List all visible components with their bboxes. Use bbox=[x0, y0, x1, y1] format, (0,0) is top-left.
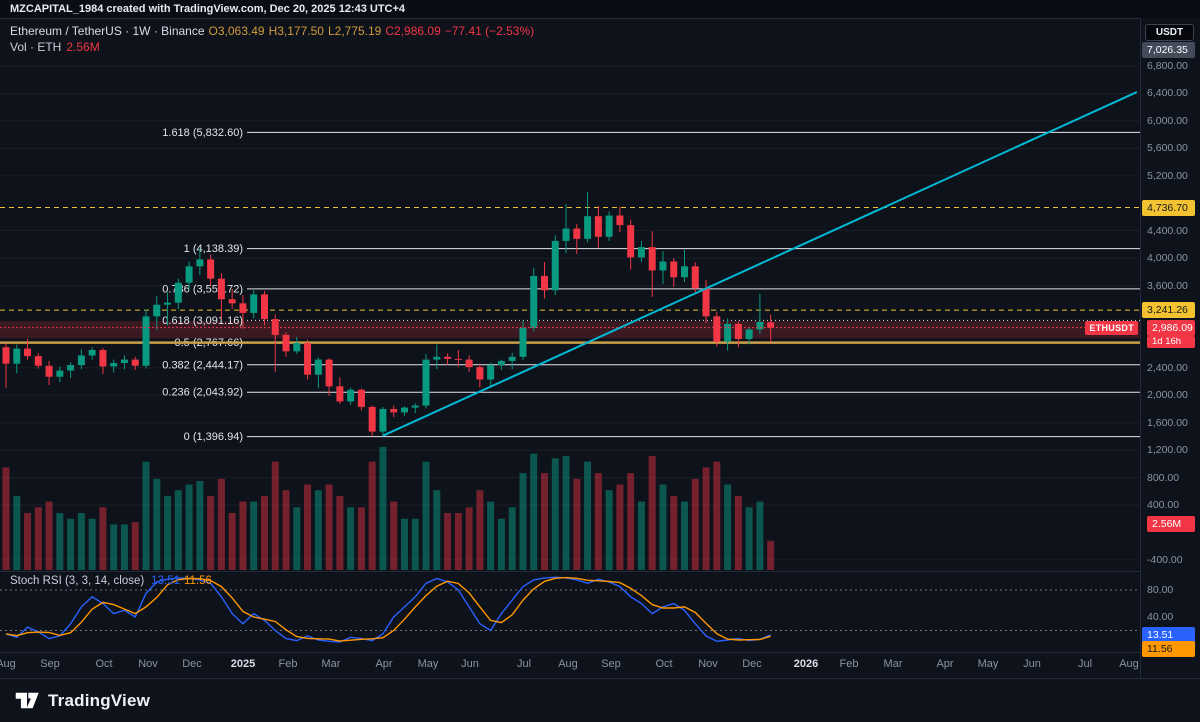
scale-tick: 6,800.00 bbox=[1147, 60, 1188, 72]
stoch-k-line[interactable] bbox=[5, 576, 771, 643]
scale-tick: 5,200.00 bbox=[1147, 169, 1188, 182]
last-price-badge: 2,986.09 bbox=[1147, 319, 1195, 336]
stoch-rsi-pane bbox=[0, 576, 1140, 643]
tradingview-wordmark: TradingView bbox=[48, 690, 151, 710]
time-label-month: Aug bbox=[0, 658, 16, 670]
currency-toggle-button[interactable]: USDT bbox=[1145, 24, 1194, 41]
stoch-rsi-title[interactable]: Stoch RSI (3, 3, 14, close) bbox=[10, 575, 145, 587]
time-label-year: 2025 bbox=[230, 658, 256, 670]
pane-borders bbox=[0, 18, 1200, 678]
scale-tick: 2,000.00 bbox=[1147, 389, 1188, 402]
price-line-badge: 7,026.35 bbox=[1142, 42, 1195, 59]
alert-badge-lower: 3,241.26 bbox=[1142, 302, 1195, 319]
stoch-d-value: 11.56 bbox=[184, 575, 212, 587]
price-grid bbox=[0, 65, 1140, 561]
fib-level-label: 0.382 (2,444.17) bbox=[162, 359, 243, 371]
volume-label: Vol · ETH bbox=[10, 40, 62, 54]
ohlc-close: C2,986.09 bbox=[385, 24, 441, 38]
bar-countdown-badge: 1d 16h bbox=[1147, 335, 1195, 348]
stoch-k-value: 13.51 bbox=[151, 575, 181, 587]
time-label-month: Feb bbox=[278, 658, 298, 670]
time-label-month: Jun bbox=[1023, 658, 1041, 670]
time-label-month: Mar bbox=[883, 658, 903, 670]
time-label-month: Oct bbox=[95, 658, 113, 670]
time-label-year: 2026 bbox=[793, 658, 819, 670]
attribution-bar: MZCAPITAL_1984 created with TradingView.… bbox=[0, 0, 1200, 18]
time-scale[interactable]: Aug Sep Oct Nov Dec 2025 Feb Mar Apr May Jun Jul Aug… bbox=[0, 652, 1140, 678]
time-label-month: Feb bbox=[839, 658, 859, 670]
time-label-month: Jun bbox=[461, 658, 479, 670]
price-line-symbol-tag: ETHUSDT bbox=[1085, 321, 1138, 335]
scale-tick: 4,400.00 bbox=[1147, 224, 1188, 237]
fib-level-label: 0.236 (2,043.92) bbox=[162, 387, 243, 399]
price-scale[interactable]: USDT 6,800.00 6,400.00 6,000.00 5,600.00 5,2… bbox=[1141, 0, 1200, 678]
time-label-month: Aug bbox=[558, 658, 578, 670]
scale-tick: -400.00 bbox=[1147, 553, 1183, 566]
tradingview-logo[interactable]: TradingView bbox=[14, 690, 150, 711]
time-label-month: Dec bbox=[742, 658, 762, 670]
ohlc-open: O3,063.49 bbox=[208, 24, 265, 38]
scale-tick: 3,600.00 bbox=[1147, 279, 1188, 292]
scale-tick: 1,200.00 bbox=[1147, 444, 1188, 457]
scale-tick: 5,600.00 bbox=[1147, 142, 1188, 155]
scale-tick: 80.00 bbox=[1147, 584, 1174, 596]
volume-badge: 2.56M bbox=[1147, 516, 1195, 532]
bottom-toolbar: TradingView bbox=[0, 678, 1200, 722]
attribution-text: MZCAPITAL_1984 created with TradingView.… bbox=[10, 3, 406, 15]
time-label-month: Nov bbox=[698, 658, 718, 670]
yellow-alert-lines[interactable] bbox=[0, 207, 1140, 311]
symbol-legend: Ethereum / TetherUS · 1W · Binance O3,063… bbox=[10, 24, 538, 38]
volume-legend: Vol · ETH 2.56M bbox=[10, 40, 100, 54]
time-label-month: Oct bbox=[655, 658, 673, 670]
ohlc-change: −77.41 (−2.53%) bbox=[444, 24, 535, 38]
volume-value: 2.56M bbox=[66, 40, 100, 54]
stoch-d-line[interactable] bbox=[5, 576, 771, 642]
scale-tick: 2,400.00 bbox=[1147, 361, 1188, 374]
ohlc-low: L2,775.19 bbox=[327, 24, 382, 38]
symbol-title[interactable]: Ethereum / TetherUS · 1W · Binance bbox=[10, 24, 205, 38]
fib-level-label: 1 (4,138.39) bbox=[184, 243, 243, 255]
time-label-month: Jul bbox=[516, 658, 532, 670]
time-label-month: Apr bbox=[936, 658, 954, 670]
alert-badge-upper: 4,736.70 bbox=[1142, 199, 1195, 216]
scale-tick: 1,600.00 bbox=[1147, 416, 1188, 429]
time-label-month: Aug bbox=[1119, 658, 1139, 670]
time-label-month: Sep bbox=[601, 658, 621, 670]
scale-tick: 6,400.00 bbox=[1147, 87, 1188, 100]
ohlc-high: H3,177.50 bbox=[268, 24, 324, 38]
scale-tick: 4,000.00 bbox=[1147, 252, 1188, 265]
time-label-month: Nov bbox=[138, 658, 158, 670]
time-label-month: Apr bbox=[375, 658, 393, 670]
volume-series[interactable] bbox=[2, 446, 775, 570]
scale-tick: 800.00 bbox=[1147, 471, 1180, 484]
time-label-month: Jul bbox=[1077, 658, 1093, 670]
fib-level-label: 0 (1,396.94) bbox=[184, 431, 243, 443]
fib-level-label: 0.618 (3,091.16) bbox=[162, 315, 243, 327]
fib-level-label: 0.786 (3,551.72) bbox=[162, 283, 243, 295]
candlestick-series[interactable] bbox=[2, 192, 775, 437]
trendline[interactable] bbox=[382, 91, 1138, 437]
time-label-month: Dec bbox=[182, 658, 202, 670]
time-label-month: May bbox=[977, 658, 999, 670]
fib-level-label: 1.618 (5,832.60) bbox=[162, 127, 243, 139]
stoch-d-badge: 11.56 bbox=[1142, 641, 1195, 657]
stoch-rsi-legend: Stoch RSI (3, 3, 14, close) 13.51 11.56 bbox=[10, 575, 212, 587]
stoch-k-badge: 13.51 bbox=[1142, 627, 1195, 643]
time-label-month: Sep bbox=[40, 658, 60, 670]
scale-tick: 40.00 bbox=[1147, 611, 1174, 623]
tradingview-logo-icon bbox=[15, 692, 39, 709]
time-label-month: May bbox=[417, 658, 439, 670]
time-label-month: Mar bbox=[321, 658, 341, 670]
scale-tick: 400.00 bbox=[1147, 499, 1180, 511]
scale-tick: 6,000.00 bbox=[1147, 114, 1188, 127]
supply-zone[interactable] bbox=[0, 321, 1140, 339]
